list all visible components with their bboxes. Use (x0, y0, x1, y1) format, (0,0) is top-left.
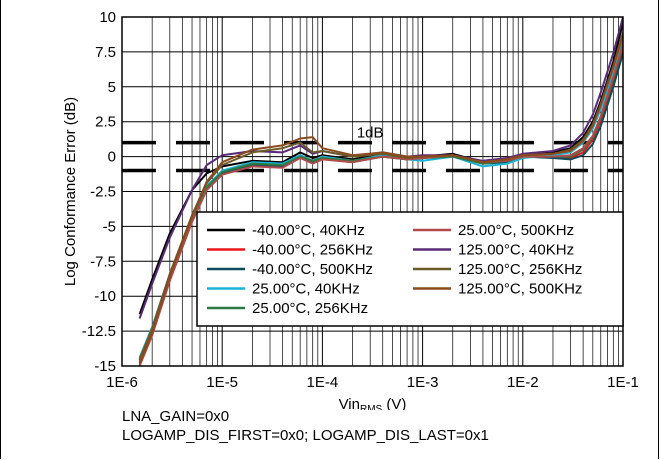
limit-line-label: 1dB (357, 125, 384, 142)
x-tick-label: 1E-4 (307, 374, 339, 391)
legend-entry: 125.00°C, 256KHz (458, 261, 582, 278)
legend-entry: -40.00°C, 256KHz (252, 242, 373, 259)
y-tick-label: -5 (103, 218, 116, 235)
y-tick-labels: 10 7.5 5 2.5 0 -2.5 -5 -7.5 -10 -12.5 -15 (82, 9, 116, 375)
y-axis-label: Log Conformance Error (dB) (62, 97, 79, 286)
series-line-6 (138, 43, 623, 366)
y-tick-label: -7.5 (90, 253, 116, 270)
x-tick-label: 1E-6 (106, 374, 138, 391)
x-tick-label: 1E-3 (407, 374, 439, 391)
y-tick-label: 7.5 (95, 44, 116, 61)
y-tick-label: 10 (99, 9, 116, 26)
legend-box (196, 211, 624, 327)
y-tick-label: -10 (94, 288, 116, 305)
legend-entry: 125.00°C, 500KHz (458, 281, 582, 298)
note-lna-gain: LNA_GAIN=0x0 (122, 408, 230, 425)
y-tick-label: 5 (108, 79, 116, 96)
x-axis-label-unit: (V) (382, 396, 406, 410)
y-tick-label: -2.5 (90, 184, 116, 201)
series-line-9 (138, 34, 623, 364)
y-tick-label: -15 (94, 358, 116, 375)
legend: -40.00°C, 40KHz -40.00°C, 256KHz -40.00°C,… (196, 211, 624, 327)
legend-entry: 25.00°C, 256KHz (252, 300, 368, 317)
series-lines (138, 17, 623, 366)
x-tick-label: 1E-1 (607, 374, 639, 391)
legend-entry: -40.00°C, 40KHz (252, 222, 365, 239)
x-axis-label-subscript: RMS (360, 404, 383, 410)
legend-entry: -40.00°C, 500KHz (252, 261, 373, 278)
x-tick-label: 1E-5 (206, 374, 238, 391)
y-tick-label: -12.5 (82, 323, 116, 340)
legend-entry: 125.00°C, 40KHz (458, 242, 574, 259)
legend-entry: 25.00°C, 40KHz (252, 281, 360, 298)
limit-lines (122, 140, 623, 173)
x-tick-labels: 1E-6 1E-5 1E-4 1E-3 1E-2 1E-1 (106, 374, 639, 391)
note-logamp-settings: LOGAMP_DIS_FIRST=0x0; LOGAMP_DIS_LAST=0x… (122, 427, 489, 444)
x-axis-label-main: Vin (339, 396, 360, 410)
x-tick-label: 1E-2 (507, 374, 539, 391)
x-axis-label: VinRMS (V) (339, 396, 407, 410)
y-tick-label: 0 (108, 149, 116, 166)
legend-entry: 25.00°C, 500KHz (458, 222, 574, 239)
conformance-error-chart: 1dB 10 7.5 5 2.5 0 -2.5 -5 -7.5 -10 -12.5 -15 1E-6… (62, 9, 639, 410)
series-line-8 (138, 32, 623, 360)
y-tick-label: 2.5 (95, 114, 116, 131)
plot-area-border (121, 16, 624, 367)
